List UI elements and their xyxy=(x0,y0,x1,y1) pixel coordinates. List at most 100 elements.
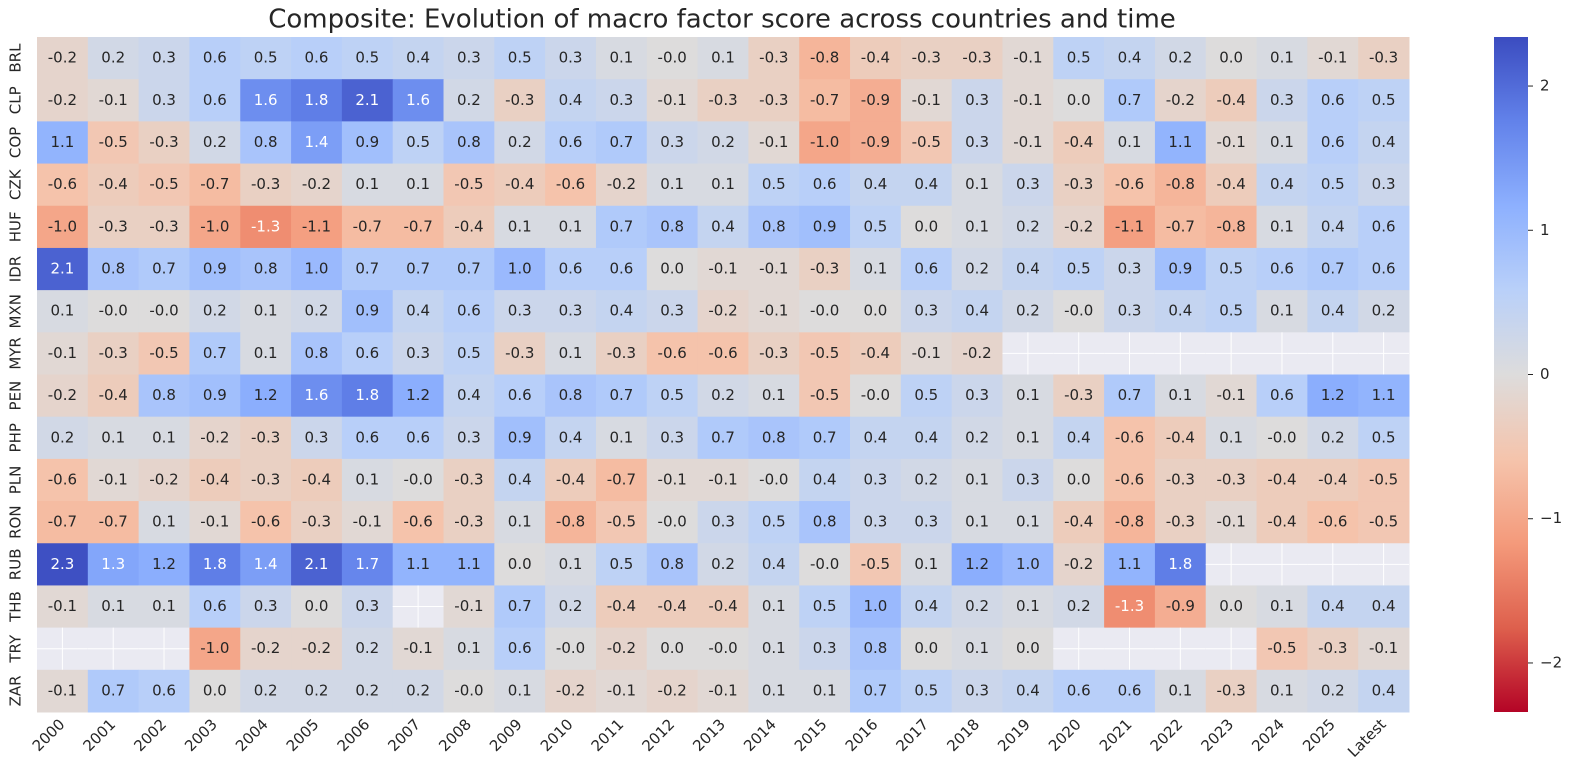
heatmap-cell xyxy=(697,163,749,207)
cell-label: 0.2 xyxy=(1067,597,1091,615)
heatmap-cell xyxy=(291,121,343,165)
cell-label: -0.7 xyxy=(607,470,636,488)
cell-label: 0.1 xyxy=(1270,597,1294,615)
heatmap-cell xyxy=(1307,627,1359,671)
heatmap-cell xyxy=(951,163,1003,207)
heatmap-cell xyxy=(545,374,597,418)
cell-label: -0.4 xyxy=(99,175,128,193)
heatmap-cell xyxy=(443,37,495,80)
heatmap-cell xyxy=(87,290,140,333)
heatmap-cell xyxy=(850,79,902,122)
heatmap-cell xyxy=(545,290,597,333)
heatmap-cell xyxy=(138,37,190,80)
heatmap-cell xyxy=(595,205,648,249)
cell-label: -0.7 xyxy=(200,175,229,193)
cell-label: -0.5 xyxy=(912,133,941,151)
cell-label: -0.7 xyxy=(48,513,77,531)
cell-label: -0.3 xyxy=(1064,175,1093,193)
cell-label: 0.1 xyxy=(152,513,176,531)
x-tick-label: 2002 xyxy=(130,715,170,755)
chart-title: Composite: Evolution of macro factor sco… xyxy=(268,5,1176,35)
cell-label: 0.1 xyxy=(914,555,938,573)
y-tick-label: THB xyxy=(7,591,25,623)
cell-label: 0.7 xyxy=(508,597,532,615)
cell-label: 0.8 xyxy=(660,217,684,235)
heatmap-cell xyxy=(1256,585,1308,629)
heatmap-cell xyxy=(1053,79,1105,122)
cell-label: -0.3 xyxy=(1369,49,1398,67)
heatmap-cell xyxy=(87,374,140,418)
heatmap-cell xyxy=(240,163,292,207)
cell-label: 0.1 xyxy=(1016,386,1040,404)
heatmap-cell xyxy=(595,37,648,80)
heatmap-cell xyxy=(799,247,851,291)
colorbar-tick-label: 2 xyxy=(1540,77,1550,95)
heatmap-cell xyxy=(951,669,1003,713)
cell-label: -0.6 xyxy=(1115,428,1144,446)
cell-label: 1.6 xyxy=(406,91,430,109)
cell-label: 0.1 xyxy=(813,681,837,699)
heatmap-cell xyxy=(850,37,902,80)
heatmap-cell xyxy=(37,374,89,418)
cell-label: 0.1 xyxy=(762,639,786,657)
heatmap-cell xyxy=(1307,374,1359,418)
heatmap-cell xyxy=(1002,585,1054,629)
heatmap-cell xyxy=(37,585,89,629)
heatmap-cell xyxy=(646,290,699,333)
cell-label: -0.4 xyxy=(1064,513,1093,531)
cell-label: 0.4 xyxy=(559,91,583,109)
heatmap-cell xyxy=(748,205,800,249)
cell-label: 2.1 xyxy=(355,91,379,109)
cell-label: 0.8 xyxy=(813,513,837,531)
heatmap-cell xyxy=(646,121,699,165)
heatmap-cell xyxy=(443,627,495,671)
cell-label: -0.1 xyxy=(1217,513,1246,531)
heatmap-cell xyxy=(341,79,394,122)
cell-label: 0.3 xyxy=(660,428,684,446)
heatmap-cell xyxy=(799,79,851,122)
cell-label: 0.0 xyxy=(1016,639,1040,657)
cell-label: -0.1 xyxy=(1013,133,1042,151)
cell-label: 0.2 xyxy=(711,386,735,404)
cell-label: 1.6 xyxy=(254,91,278,109)
heatmap-cell xyxy=(1358,247,1410,291)
y-tick-label: HUF xyxy=(7,211,25,242)
heatmap-cell xyxy=(799,543,851,586)
heatmap-cell xyxy=(37,121,89,165)
heatmap-cell xyxy=(1358,290,1410,333)
cell-label: -0.2 xyxy=(607,639,636,657)
heatmap-cell xyxy=(341,247,394,291)
heatmap-cell xyxy=(595,501,648,544)
heatmap-cell xyxy=(900,543,953,586)
heatmap-cell xyxy=(138,416,190,460)
heatmap-cell xyxy=(697,290,749,333)
heatmap-cell xyxy=(900,416,953,460)
heatmap-cell xyxy=(341,416,394,460)
cell-label: -0.9 xyxy=(861,133,890,151)
heatmap-cell xyxy=(595,374,648,418)
cell-label: 0.3 xyxy=(711,513,735,531)
colorbar-tick-label: 0 xyxy=(1540,365,1550,383)
cell-label: -0.5 xyxy=(99,133,128,151)
heatmap-cell xyxy=(646,205,699,249)
cell-label: -0.1 xyxy=(353,513,382,531)
heatmap-cell xyxy=(1205,374,1258,418)
cell-label: 0.1 xyxy=(152,428,176,446)
heatmap-cell xyxy=(341,332,394,375)
cell-label: 0.5 xyxy=(660,386,684,404)
cell-label: 0.3 xyxy=(965,91,989,109)
heatmap-cell xyxy=(1205,416,1258,460)
cell-label: 0.1 xyxy=(406,175,430,193)
heatmap-cell xyxy=(1307,121,1359,165)
cell-label: -0.3 xyxy=(1217,470,1246,488)
cell-label: 0.1 xyxy=(508,513,532,531)
heatmap-cell xyxy=(189,332,241,375)
cell-label: 0.6 xyxy=(559,260,583,278)
cell-label: 0.4 xyxy=(1321,302,1345,320)
cell-label: 0.5 xyxy=(609,555,633,573)
heatmap-cell xyxy=(646,458,699,502)
cell-label: 0.0 xyxy=(508,555,532,573)
heatmap-cell xyxy=(748,79,800,122)
x-tick-label: 2011 xyxy=(588,715,628,755)
heatmap-cell xyxy=(1002,458,1054,502)
